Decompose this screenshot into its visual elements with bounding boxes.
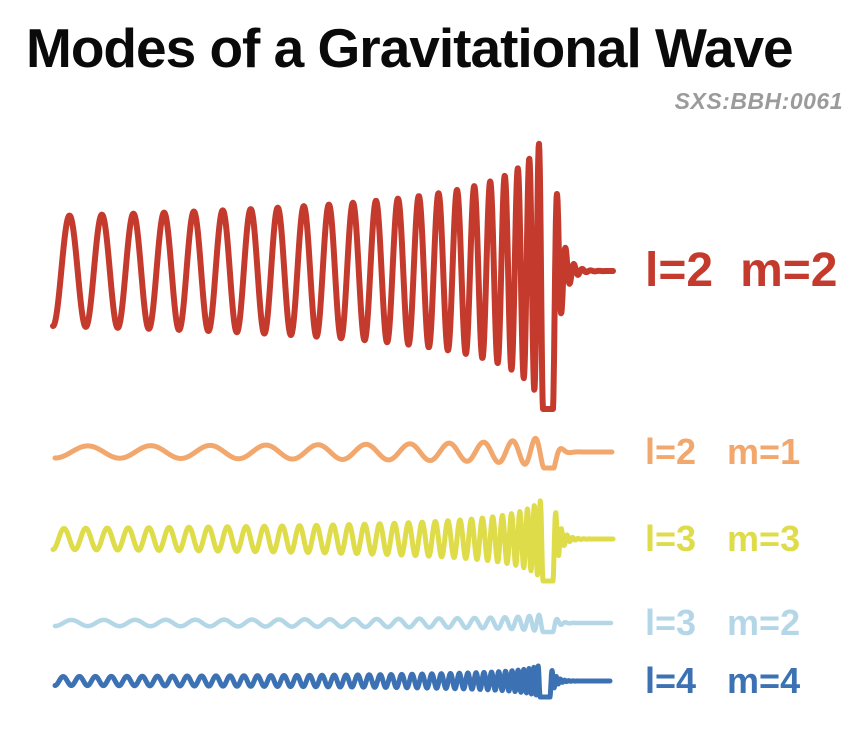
mode-l-value: l=2 <box>645 431 697 472</box>
page-title: Modes of a Gravitational Wave <box>26 17 794 79</box>
mode-label-l2-m1: l=2 m=1 <box>645 434 800 470</box>
mode-label-l3-m2: l=3 m=2 <box>645 605 800 641</box>
waveform-l2-m2 <box>50 140 616 412</box>
mode-l-value: l=2 <box>645 244 714 297</box>
mode-m-value: m=2 <box>740 244 838 297</box>
mode-label-l2-m2: l=2 m=2 <box>645 247 837 295</box>
mode-l-value: l=3 <box>645 602 697 643</box>
mode-label-l3-m3: l=3 m=3 <box>645 521 800 557</box>
mode-m-value: m=1 <box>727 431 801 472</box>
mode-l-value: l=3 <box>645 518 697 559</box>
simulation-id-subtitle: SXS:BBH:0061 <box>674 88 843 114</box>
waveform-l4-m4 <box>52 663 613 700</box>
waveform-l2-m1 <box>52 435 615 471</box>
mode-label-l4-m4: l=4 m=4 <box>645 663 800 699</box>
waveform-l3-m2 <box>52 612 614 635</box>
mode-m-value: m=3 <box>727 518 801 559</box>
waveform-l3-m3 <box>50 498 616 584</box>
mode-l-value: l=4 <box>645 660 697 701</box>
mode-m-value: m=2 <box>727 602 801 643</box>
mode-m-value: m=4 <box>727 660 801 701</box>
